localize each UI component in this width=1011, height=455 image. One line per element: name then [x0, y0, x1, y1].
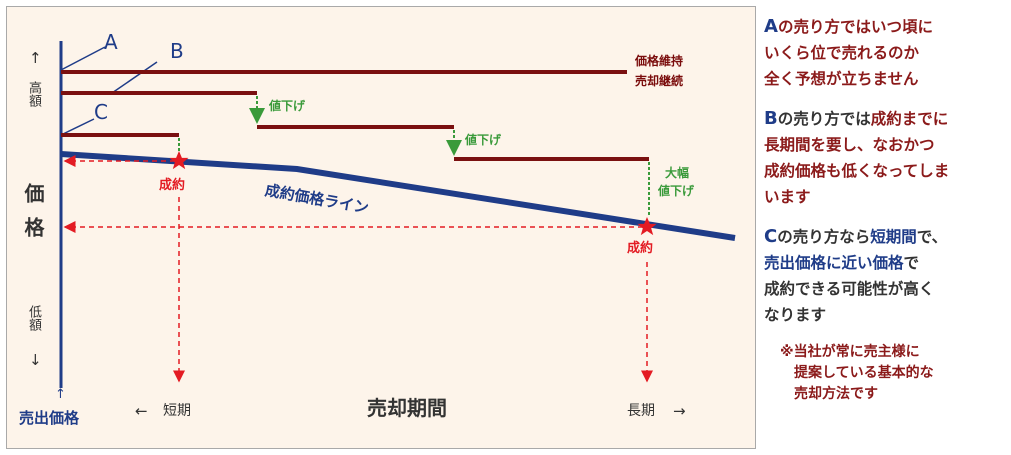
label-b-leader: [111, 61, 158, 94]
price-cut-label-2: 値下げ: [465, 133, 502, 147]
deal-label-1: 成約: [159, 178, 186, 193]
keep-price-label: 価格維持: [635, 54, 684, 68]
up-arrow: ↑: [29, 49, 42, 67]
explanation-b-letter: B: [764, 108, 778, 129]
left-arrow: ←: [135, 402, 148, 420]
label-c: C: [94, 100, 108, 124]
right-arrow: →: [673, 402, 686, 420]
deal-star-1: [169, 151, 189, 170]
explanation-panel: Aの売り方ではいつ頃に いくら位で売れるのか 全く予想が立ちません Bの売り方で…: [764, 14, 1009, 405]
label-b: B: [170, 39, 184, 63]
origin-arrow: ↑: [55, 387, 66, 402]
explanation-c-letter: C: [764, 226, 778, 247]
price-axis-title: 価格: [21, 183, 45, 251]
explanation-a-letter: A: [764, 16, 778, 37]
short-term-label: 短期: [163, 403, 191, 419]
label-c-leader: [60, 118, 95, 136]
high-label: 高額: [26, 81, 41, 107]
explanation-a: Aの売り方ではいつ頃に いくら位で売れるのか 全く予想が立ちません: [764, 16, 933, 88]
low-label: 低額: [26, 305, 41, 331]
label-a: A: [104, 30, 118, 54]
price-diagram: A B C 価格維持 売却継続 値下げ 値下げ 大幅 値下げ 成約 成約 成約価…: [6, 6, 756, 449]
deal-label-2: 成約: [627, 241, 654, 256]
period-axis-title: 売却期間: [367, 396, 447, 420]
deal-star-2: [637, 217, 657, 236]
big-label: 大幅: [665, 166, 690, 180]
explanation-b: Bの売り方では成約までに 長期間を要し、なおかつ 成約価格も低くなってしま いま…: [764, 108, 950, 206]
price-cut-label-3: 値下げ: [658, 184, 695, 198]
diagram-graphics: [59, 41, 736, 388]
company-note: ※当社が常に売主様に 提案している基本的な 売却方法です: [780, 344, 934, 402]
label-a-leader: [60, 46, 106, 71]
price-cut-label-1: 値下げ: [269, 99, 306, 113]
origin-label: 売出価格: [19, 409, 80, 427]
down-arrow: ↓: [29, 351, 42, 369]
continue-sale-label: 売却継続: [635, 74, 684, 88]
deal-price-line: [60, 151, 736, 241]
explanation-c: Cの売り方なら短期間で、 売出価格に近い価格で 成約できる可能性が高く なります: [764, 226, 948, 324]
long-term-label: 長期: [627, 403, 655, 419]
